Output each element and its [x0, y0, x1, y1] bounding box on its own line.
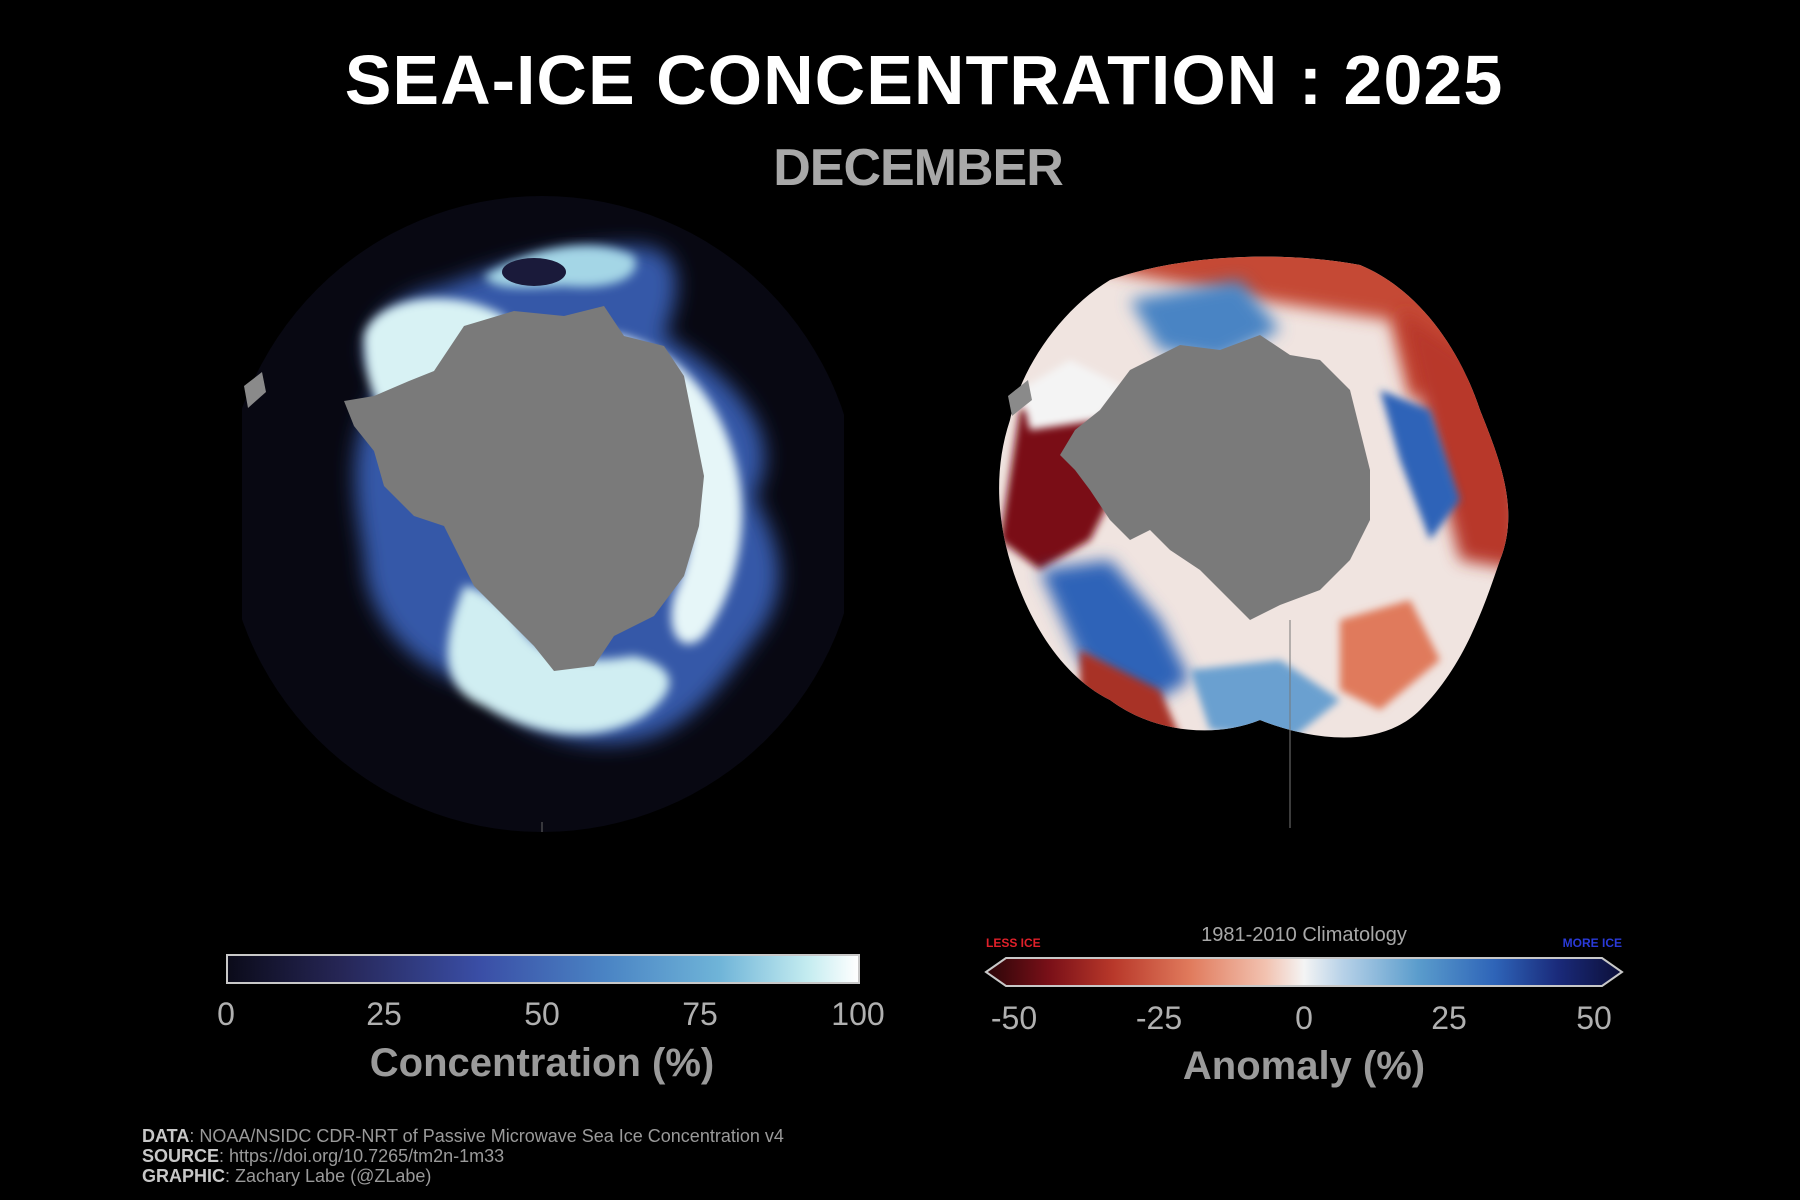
anomaly-colorbar: 1981-2010 Climatology LESS ICE MORE ICE … [984, 924, 1624, 1094]
main-title: SEA-ICE CONCENTRATION : 2025 [344, 41, 1504, 119]
concentration-tick-0: 0 [217, 996, 235, 1032]
concentration-tick-75: 75 [682, 996, 718, 1032]
concentration-colorbar: 0 25 50 75 100 Concentration (%) [217, 954, 885, 1085]
anomaly-tick-neg50: -50 [990, 1000, 1038, 1036]
anomaly-tick-neg25: -25 [1135, 1000, 1183, 1036]
south-america-tip [1008, 380, 1032, 416]
anomaly-tick-0: 0 [1295, 1000, 1313, 1036]
antarctica-landmass [1060, 335, 1370, 620]
credit-graphic-line: GRAPHIC: Zachary Labe (@ZLabe) [142, 1166, 784, 1186]
anomaly-tick-25: 25 [1431, 1000, 1467, 1036]
less-ice-label: LESS ICE [986, 936, 1041, 950]
credits-block: DATA: NOAA/NSIDC CDR-NRT of Passive Micr… [142, 1126, 784, 1186]
more-ice-label: MORE ICE [1562, 936, 1622, 950]
credit-graphic-value: : Zachary Labe (@ZLabe) [225, 1166, 432, 1186]
month-label: DECEMBER [773, 139, 1064, 197]
anomaly-tick-50: 50 [1576, 1000, 1612, 1036]
antarctica-landmass [344, 306, 704, 671]
concentration-tick-100: 100 [831, 996, 885, 1032]
south-america-tip [244, 372, 266, 408]
credit-data-key: DATA [142, 1126, 190, 1146]
anomaly-map [999, 256, 1509, 828]
anomaly-colorbar-label: Anomaly (%) [1182, 1044, 1426, 1088]
anomaly-colorbar-bar [984, 957, 1624, 987]
credit-source-line: SOURCE: https://doi.org/10.7265/tm2n-1m3… [142, 1146, 784, 1166]
concentration-colorbar-gradient [226, 954, 860, 984]
credit-source-value: : https://doi.org/10.7265/tm2n-1m33 [219, 1146, 505, 1166]
concentration-colorbar-label: Concentration (%) [369, 1041, 715, 1085]
polynya [502, 258, 566, 286]
credit-data-line: DATA: NOAA/NSIDC CDR-NRT of Passive Micr… [142, 1126, 784, 1146]
credit-graphic-key: GRAPHIC [142, 1166, 226, 1186]
anomaly-colorbar-gradient [984, 957, 1624, 987]
credit-data-value: : NOAA/NSIDC CDR-NRT of Passive Microwav… [189, 1126, 784, 1146]
credit-source-key: SOURCE [142, 1146, 220, 1166]
concentration-map [242, 196, 844, 832]
concentration-tick-25: 25 [366, 996, 402, 1032]
climatology-label: 1981-2010 Climatology [1201, 924, 1407, 946]
concentration-tick-50: 50 [524, 996, 560, 1032]
